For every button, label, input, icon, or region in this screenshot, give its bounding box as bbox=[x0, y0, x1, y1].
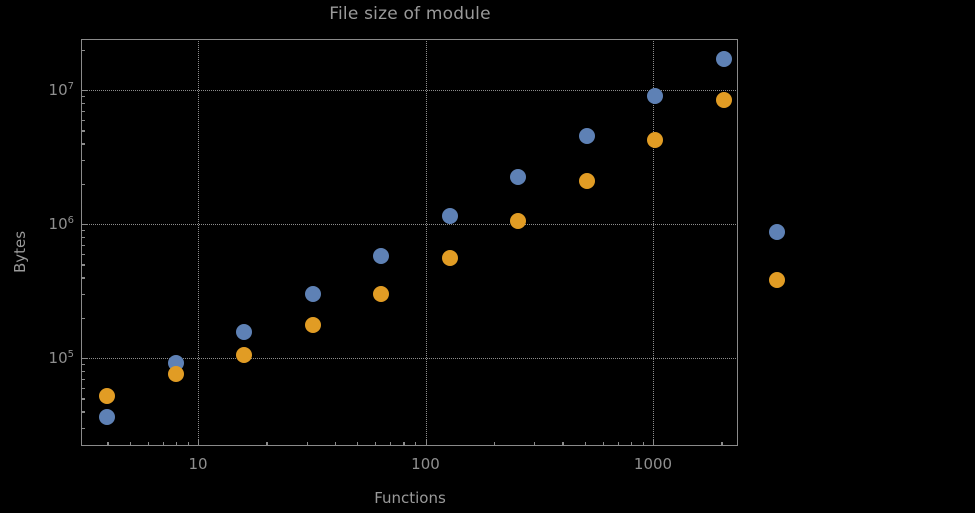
data-point bbox=[236, 324, 253, 341]
data-point bbox=[647, 88, 664, 105]
gridline-vertical bbox=[425, 39, 427, 446]
x-tick-minor bbox=[721, 442, 723, 446]
x-tick-minor bbox=[534, 442, 536, 446]
y-tick-minor bbox=[81, 277, 85, 279]
x-tick-minor bbox=[107, 442, 109, 446]
y-tick-minor bbox=[81, 398, 85, 400]
x-tick-minor bbox=[493, 442, 496, 446]
data-point bbox=[373, 286, 390, 303]
y-tick-minor bbox=[81, 130, 85, 132]
x-tick-major bbox=[198, 439, 200, 446]
gridline-horizontal bbox=[81, 358, 738, 359]
x-tick-minor bbox=[147, 442, 149, 446]
data-point bbox=[99, 388, 116, 405]
chart-title: File size of module bbox=[329, 4, 491, 24]
data-point bbox=[510, 168, 527, 185]
data-point bbox=[236, 346, 253, 363]
x-tick-minor bbox=[334, 442, 337, 446]
y-tick-label: 106 bbox=[48, 215, 74, 233]
data-point bbox=[578, 172, 595, 189]
y-tick-minor bbox=[81, 96, 85, 98]
x-tick-minor bbox=[617, 442, 619, 446]
data-point bbox=[167, 365, 184, 382]
data-point bbox=[373, 247, 390, 264]
y-tick-minor bbox=[81, 364, 85, 366]
x-tick-label: 1000 bbox=[633, 455, 673, 473]
x-tick-minor bbox=[584, 442, 586, 446]
y-tick-label: 107 bbox=[48, 81, 74, 99]
gridline-horizontal bbox=[81, 90, 738, 91]
x-tick-minor bbox=[403, 442, 405, 446]
y-tick-minor bbox=[81, 244, 85, 246]
y-tick-minor bbox=[81, 119, 85, 121]
data-point bbox=[510, 212, 527, 229]
x-tick-minor bbox=[562, 442, 564, 446]
data-point bbox=[647, 132, 664, 149]
y-tick-minor bbox=[81, 49, 85, 51]
x-tick-minor bbox=[306, 442, 308, 446]
y-tick-minor bbox=[81, 317, 85, 319]
y-tick-label: 105 bbox=[48, 349, 74, 367]
plot-frame bbox=[81, 39, 738, 446]
x-tick-minor bbox=[415, 442, 417, 446]
gridline-vertical bbox=[653, 39, 654, 446]
data-point bbox=[578, 128, 595, 145]
x-tick-minor bbox=[642, 442, 644, 446]
x-tick-minor bbox=[375, 442, 377, 446]
x-tick-major bbox=[653, 439, 655, 446]
y-tick-major bbox=[81, 358, 88, 360]
y-tick-minor bbox=[81, 143, 85, 145]
data-point bbox=[441, 249, 458, 266]
plot-area bbox=[81, 39, 738, 446]
x-tick-minor bbox=[162, 442, 164, 446]
x-tick-label: 10 bbox=[188, 455, 208, 473]
x-tick-minor bbox=[357, 442, 359, 446]
y-tick-minor bbox=[81, 378, 85, 380]
y-tick-minor bbox=[81, 264, 85, 266]
data-point bbox=[715, 92, 732, 109]
x-axis-label: Functions bbox=[374, 489, 446, 507]
y-tick-minor bbox=[81, 102, 85, 105]
y-tick-minor bbox=[81, 370, 85, 373]
gridline-vertical bbox=[198, 39, 199, 446]
y-tick-minor bbox=[81, 411, 85, 413]
y-tick-minor bbox=[81, 428, 85, 430]
y-tick-major bbox=[81, 90, 88, 92]
x-tick-major bbox=[425, 439, 427, 446]
y-tick-minor bbox=[81, 110, 85, 112]
x-tick-minor bbox=[266, 442, 268, 446]
data-point bbox=[715, 51, 732, 68]
x-tick-minor bbox=[630, 442, 633, 446]
y-tick-minor bbox=[81, 183, 85, 185]
data-point bbox=[304, 286, 321, 303]
gridline-horizontal bbox=[81, 224, 738, 225]
y-axis-label: Bytes bbox=[11, 230, 29, 274]
x-tick-minor bbox=[175, 442, 178, 446]
x-tick-minor bbox=[187, 442, 189, 446]
y-tick-minor bbox=[81, 236, 85, 239]
outside-point-0 bbox=[768, 224, 785, 241]
y-tick-major bbox=[81, 224, 88, 226]
y-tick-minor bbox=[81, 253, 85, 255]
outside-point-1 bbox=[768, 272, 785, 289]
y-tick-minor bbox=[81, 387, 85, 389]
x-tick-minor bbox=[602, 442, 604, 446]
data-point bbox=[304, 317, 321, 334]
data-point bbox=[441, 207, 458, 224]
x-tick-label: 100 bbox=[411, 455, 440, 473]
x-tick-minor bbox=[129, 442, 131, 446]
x-tick-minor bbox=[390, 442, 392, 446]
y-tick-minor bbox=[81, 160, 85, 162]
data-point bbox=[99, 409, 116, 426]
y-tick-minor bbox=[81, 230, 85, 232]
y-tick-minor bbox=[81, 294, 85, 296]
